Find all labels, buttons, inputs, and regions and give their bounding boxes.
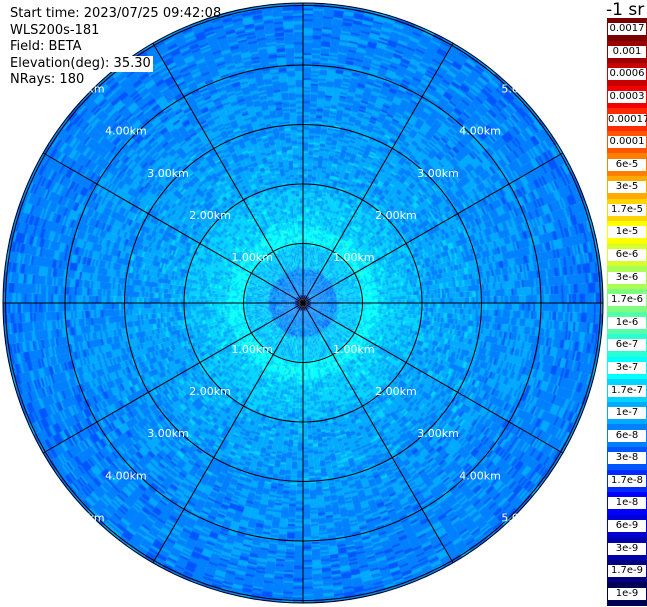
- colorbar-tick-label: 1.7e-8: [608, 474, 646, 487]
- colorbar-tick-label: 1.7e-9: [608, 565, 646, 578]
- range-ring-label: 1.00km: [231, 251, 273, 264]
- azimuth-spoke: [302, 302, 564, 454]
- range-ring-label: 2.00km: [189, 385, 231, 398]
- colorbar-tick-label: 1.7e-6: [608, 294, 646, 307]
- scan-info-panel: Start time: 2023/07/25 09:42:08 WLS200s-…: [10, 6, 221, 89]
- colorbar-tick-label: 3e-8: [608, 452, 646, 465]
- field-text: Field: BETA: [10, 39, 82, 54]
- elevation-text: Elevation(deg): 35.30: [10, 55, 153, 72]
- range-ring-label: 4.00km: [105, 469, 147, 482]
- range-ring-label: 2.00km: [375, 385, 417, 398]
- azimuth-spoke: [152, 302, 304, 564]
- colorbar-tick-label: 1.7e-7: [608, 384, 646, 397]
- colorbar-tick-label: 1e-5: [608, 226, 646, 239]
- colorbar-tick-label: 1e-6: [608, 316, 646, 329]
- colorbar-unit-label: -1 sr: [606, 0, 645, 20]
- colorbar-legend: 0.0017 0.001 0.0006 0.0003 0.00017 0.0001 6e-5…: [607, 18, 647, 606]
- range-ring-label: 5.00km: [501, 511, 543, 524]
- colorbar-tick-label: 1e-9: [608, 587, 646, 600]
- instrument-name-text: WLS200s-181: [10, 22, 100, 38]
- range-ring-label: 4.00km: [105, 125, 147, 138]
- azimuth-spoke: [42, 152, 304, 304]
- range-ring-label: 1.00km: [333, 251, 375, 264]
- colorbar-tick-label: 6e-5: [608, 158, 646, 171]
- colorbar-tick-label: 3e-6: [608, 271, 646, 284]
- colorbar-tick-label: 3e-7: [608, 361, 646, 374]
- colorbar-tick-label: 6e-6: [608, 249, 646, 262]
- colorbar-tick-label: 0.0001: [608, 136, 646, 149]
- range-ring-label: 2.00km: [375, 209, 417, 222]
- nrays-text: NRays: 180: [10, 72, 85, 87]
- range-ring-label: 1.00km: [333, 343, 375, 356]
- colorbar-tick-label: 0.0006: [608, 68, 646, 81]
- range-ring-label: 1.00km: [231, 343, 273, 356]
- range-ring-label: 3.00km: [417, 167, 459, 180]
- colorbar-tick-label: 1e-8: [608, 497, 646, 510]
- range-ring-label: 3.00km: [147, 167, 189, 180]
- azimuth-spoke: [302, 42, 454, 304]
- colorbar-tick-label: 3e-5: [608, 181, 646, 194]
- azimuth-spoke: [302, 302, 454, 564]
- colorbar-tick-label: 6e-7: [608, 339, 646, 352]
- colorbar-tick-label: 1e-7: [608, 407, 646, 420]
- start-time-text: Start time: 2023/07/25 09:42:08: [10, 6, 222, 21]
- colorbar-tick-label: 0.001: [608, 45, 646, 58]
- colorbar-tick-label: 0.00017: [608, 113, 647, 126]
- range-ring-label: 2.00km: [189, 209, 231, 222]
- range-ring-label: 4.00km: [459, 125, 501, 138]
- colorbar-tick-label: 0.0003: [608, 91, 646, 104]
- colorbar-tick-label: 6e-9: [608, 519, 646, 532]
- range-ring-label: 5.00km: [63, 83, 105, 96]
- colorbar-tick-label: 0.0017: [608, 23, 646, 36]
- colorbar-tick-label: 3e-9: [608, 542, 646, 555]
- azimuth-spoke: [302, 152, 564, 304]
- range-ring-label: 4.00km: [459, 469, 501, 482]
- range-ring-label: 3.00km: [417, 427, 459, 440]
- azimuth-spoke: [42, 302, 304, 454]
- azimuth-spoke: [152, 42, 304, 304]
- range-ring-label: 3.00km: [147, 427, 189, 440]
- colorbar-tick-label: 1.7e-5: [608, 203, 646, 216]
- range-ring-label: 5.00km: [63, 511, 105, 524]
- range-ring-label: 5.00km: [501, 83, 543, 96]
- colorbar-tick-label: 6e-8: [608, 429, 646, 442]
